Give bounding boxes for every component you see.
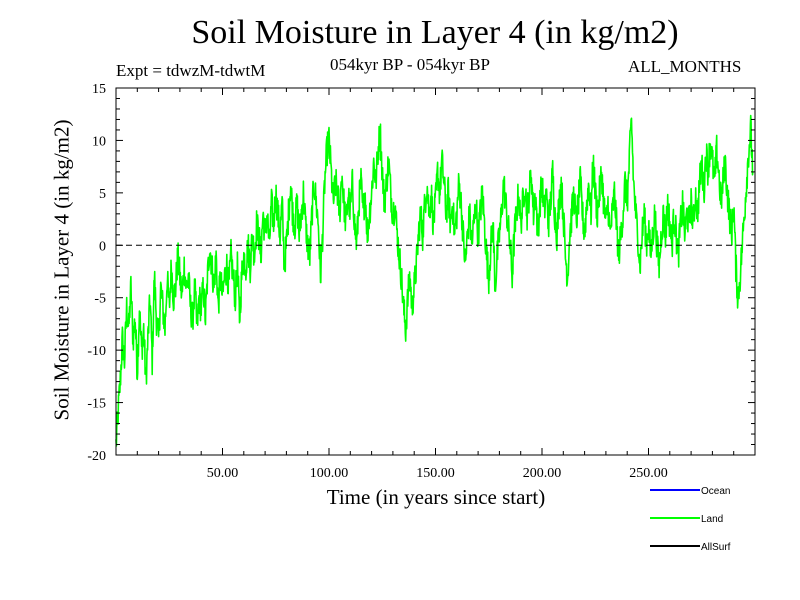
- land-series-line: [115, 114, 754, 447]
- x-tick-label: 250.00: [629, 466, 668, 481]
- plot-layer: [115, 114, 755, 447]
- y-tick-label: 5: [99, 187, 106, 202]
- axes-layer: -20 -15 -10 -5 0 5 10 15 50.00 100.00 150.00 200.00…: [87, 82, 756, 481]
- x-tick-label: 100.00: [310, 466, 349, 481]
- x-tick-label: 150.00: [416, 466, 455, 481]
- y-tick-label: 10: [92, 134, 106, 149]
- legend: Ocean Land AllSurf: [650, 486, 731, 553]
- y-tick-label: -10: [87, 344, 106, 359]
- y-tick-label: -15: [87, 397, 106, 412]
- legend-label-allsurf: AllSurf: [701, 542, 731, 553]
- chart-title: Soil Moisture in Layer 4 (in kg/m2): [191, 14, 679, 51]
- x-tick-label: 200.00: [523, 466, 562, 481]
- legend-label-land: Land: [701, 514, 723, 525]
- x-tick-label: 50.00: [207, 466, 239, 481]
- legend-label-ocean: Ocean: [701, 486, 730, 497]
- months-label: ALL_MONTHS: [628, 57, 742, 76]
- y-tick-label: 15: [92, 82, 106, 97]
- y-tick-label: -20: [87, 449, 106, 464]
- y-tick-label: -5: [94, 292, 106, 307]
- y-tick-label: 0: [99, 239, 106, 254]
- experiment-label: Expt = tdwzM-tdwtM: [116, 61, 266, 80]
- period-label: 054kyr BP - 054kyr BP: [330, 55, 490, 74]
- x-axis-label: Time (in years since start): [326, 485, 546, 509]
